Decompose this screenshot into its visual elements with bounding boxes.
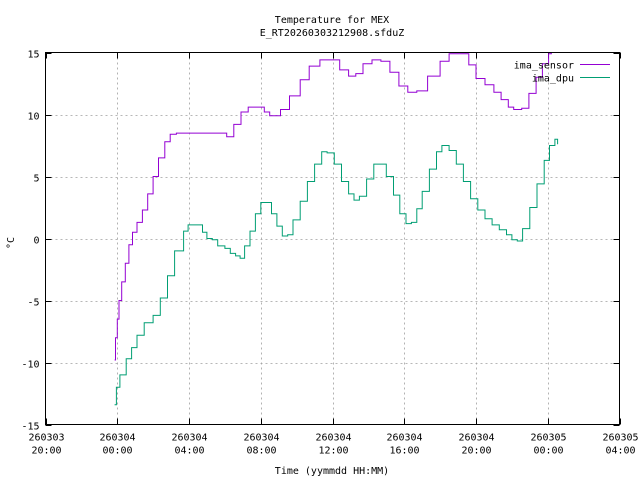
x-tick-label-time: 00:00	[102, 446, 132, 457]
x-axis-label: Time (yymmdd HH:MM)	[275, 466, 389, 477]
series-lines	[114, 52, 559, 406]
chart-subtitle: E_RT20260303212908.sfduZ	[260, 28, 405, 39]
series-line-ima-sensor	[114, 52, 552, 361]
y-tick-label: -5	[27, 298, 39, 309]
y-tick-label: 0	[33, 236, 39, 247]
plot-frame	[45, 52, 620, 425]
x-tick-label-date: 260303	[28, 433, 64, 444]
x-tick-label-time: 20:00	[461, 446, 491, 457]
y-tick-label: -10	[21, 360, 39, 371]
chart-title: Temperature for MEX	[275, 15, 389, 26]
x-tick-label-time: 08:00	[246, 446, 276, 457]
x-tick-label-date: 260304	[458, 433, 494, 444]
series-line-ima-dpu	[114, 138, 559, 406]
axis-ticks: -15 -10 -5 0 5 10 15 260303 20:00 260304 00:00 2603…	[21, 50, 638, 457]
x-tick-label-time: 04:00	[174, 446, 204, 457]
x-tick-label-date: 260304	[171, 433, 207, 444]
x-tick-label-date: 260304	[315, 433, 351, 444]
x-tick-label-date: 260305	[602, 433, 638, 444]
y-axis-label: °C	[6, 237, 17, 249]
x-tick-label-time: 04:00	[605, 446, 635, 457]
legend-label-ima-dpu: ima_dpu	[532, 74, 574, 85]
grid-lines	[45, 52, 620, 425]
x-tick-label-date: 260304	[386, 433, 422, 444]
y-tick-label: -15	[21, 422, 39, 433]
legend: ima_sensor ima_dpu	[514, 61, 610, 85]
y-tick-label: 15	[27, 50, 39, 61]
y-tick-label: 10	[27, 112, 39, 123]
legend-label-ima-sensor: ima_sensor	[514, 61, 574, 72]
x-tick-label-date: 260304	[99, 433, 135, 444]
x-tick-label-time: 20:00	[31, 446, 61, 457]
x-tick-label-time: 00:00	[533, 446, 563, 457]
x-tick-label-time: 16:00	[389, 446, 419, 457]
x-tick-label-date: 260305	[530, 433, 566, 444]
y-tick-label: 5	[33, 174, 39, 185]
x-tick-label-date: 260304	[243, 433, 279, 444]
x-tick-label-time: 12:00	[318, 446, 348, 457]
